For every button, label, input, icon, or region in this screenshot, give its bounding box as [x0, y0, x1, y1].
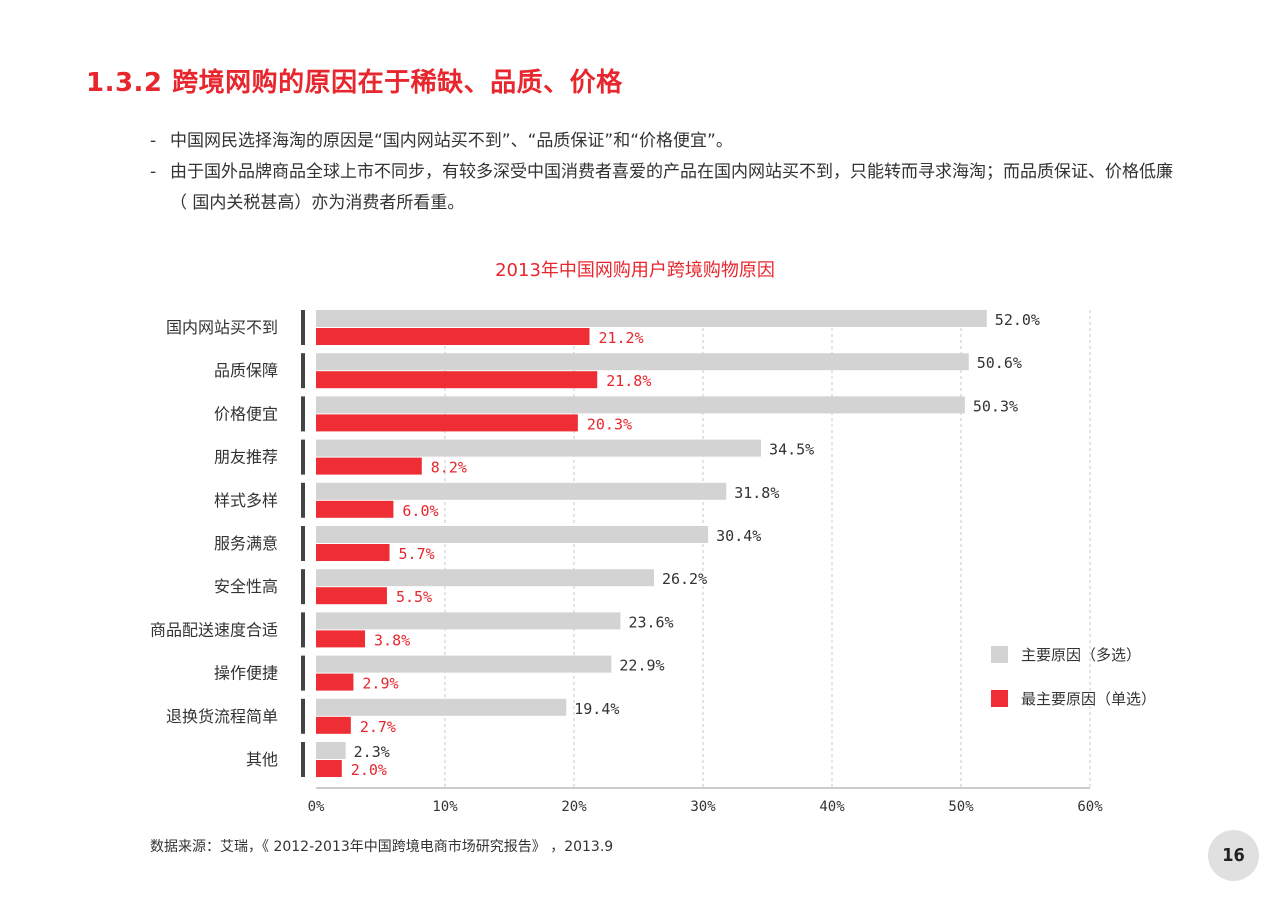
- bar-single-select: [316, 328, 590, 345]
- x-tick-label: 0%: [308, 799, 325, 815]
- category-label: 国内网站买不到: [166, 318, 278, 337]
- value-label-single-select: 2.9%: [362, 675, 398, 693]
- x-tick-label: 30%: [690, 799, 716, 815]
- category-label: 商品配送速度合适: [150, 620, 278, 639]
- category-label: 安全性高: [214, 577, 278, 596]
- value-label-multi-select: 26.2%: [662, 570, 707, 588]
- bar-single-select: [316, 673, 354, 691]
- value-label-multi-select: 19.4%: [574, 700, 619, 718]
- bullet-item: - 中国网民选择海淘的原因是“国内网站买不到”、“品质保证”和“价格便宜”。: [150, 126, 1180, 157]
- legend-label: 最主要原因（单选）: [1021, 690, 1156, 708]
- bar-single-select: [316, 544, 390, 561]
- category-marker: [301, 698, 305, 734]
- bullet-text: 由于国外品牌商品全球上市不同步，有较多深受中国消费者喜爱的产品在国内网站买不到，…: [170, 162, 1173, 213]
- bullet-marker: -: [150, 131, 157, 151]
- source-note: 数据来源：艾瑞，《 2012-2013年中国跨境电商市场研究报告》 ，2013.…: [150, 839, 614, 855]
- bar-single-select: [316, 414, 578, 432]
- bullet-marker: -: [150, 162, 157, 182]
- legend-swatch: [991, 646, 1008, 663]
- category-marker: [301, 482, 305, 518]
- value-label-single-select: 2.7%: [360, 718, 396, 736]
- category-label: 朋友推荐: [214, 448, 278, 467]
- bullet-text: 中国网民选择海淘的原因是“国内网站买不到”、“品质保证”和“价格便宜”。: [170, 131, 733, 151]
- x-tick-label: 20%: [561, 799, 587, 815]
- value-label-single-select: 3.8%: [374, 631, 410, 649]
- category-marker: [301, 742, 305, 777]
- page-number-badge: 16: [1208, 830, 1259, 881]
- value-label-multi-select: 34.5%: [769, 441, 814, 459]
- bar-single-select: [316, 716, 351, 734]
- bar-single-select: [316, 457, 422, 475]
- x-tick-label: 50%: [948, 799, 974, 815]
- bar-multi-select: [316, 353, 969, 371]
- chart-title: 2013年中国网购用户跨境购物原因: [495, 260, 775, 281]
- legend-label: 主要原因（多选）: [1021, 646, 1141, 664]
- category-marker: [301, 569, 305, 605]
- category-marker: [301, 439, 305, 475]
- value-label-multi-select: 23.6%: [628, 613, 673, 631]
- value-label-multi-select: 50.6%: [977, 354, 1022, 372]
- value-label-single-select: 20.3%: [587, 415, 632, 433]
- bullet-list: - 中国网民选择海淘的原因是“国内网站买不到”、“品质保证”和“价格便宜”。 -…: [150, 126, 1180, 219]
- bar-multi-select: [316, 526, 709, 543]
- bar-multi-select: [316, 310, 987, 327]
- bar-multi-select: [316, 396, 965, 414]
- category-marker: [301, 612, 305, 648]
- category-marker: [301, 396, 305, 432]
- value-label-multi-select: 22.9%: [619, 657, 664, 675]
- bar-single-select: [316, 760, 342, 777]
- bar-multi-select: [316, 569, 654, 587]
- value-label-multi-select: 52.0%: [995, 311, 1040, 329]
- value-label-single-select: 6.0%: [402, 502, 438, 520]
- bar-multi-select: [316, 482, 727, 500]
- value-label-multi-select: 31.8%: [734, 484, 779, 502]
- bar-single-select: [316, 500, 394, 518]
- value-label-multi-select: 50.3%: [973, 397, 1018, 415]
- x-tick-label: 40%: [819, 799, 845, 815]
- bullet-item: - 由于国外品牌商品全球上市不同步，有较多深受中国消费者喜爱的产品在国内网站买不…: [150, 157, 1180, 219]
- value-label-single-select: 21.8%: [606, 372, 651, 390]
- category-label: 退换货流程简单: [166, 707, 278, 726]
- bar-single-select: [316, 630, 366, 648]
- bar-multi-select: [316, 439, 762, 457]
- value-label-single-select: 5.7%: [399, 545, 435, 563]
- value-label-single-select: 21.2%: [598, 329, 643, 347]
- category-marker: [301, 353, 305, 389]
- category-marker: [301, 526, 305, 561]
- value-label-single-select: 8.2%: [431, 459, 467, 477]
- bar-multi-select: [316, 742, 346, 759]
- legend-swatch: [991, 690, 1008, 707]
- value-label-single-select: 5.5%: [396, 588, 432, 606]
- bar-single-select: [316, 587, 387, 605]
- category-marker: [301, 310, 305, 345]
- section-title: 1.3.2 跨境网购的原因在于稀缺、品质、价格: [86, 68, 623, 98]
- category-label: 操作便捷: [214, 664, 278, 683]
- category-label: 样式多样: [214, 491, 278, 510]
- bar-single-select: [316, 371, 598, 389]
- value-label-multi-select: 2.3%: [354, 743, 390, 761]
- category-label: 价格便宜: [214, 404, 278, 423]
- x-tick-label: 10%: [432, 799, 458, 815]
- category-label: 其他: [246, 750, 278, 769]
- category-label: 品质保障: [214, 361, 278, 380]
- bar-multi-select: [316, 612, 621, 630]
- bar-multi-select: [316, 698, 567, 716]
- bar-multi-select: [316, 655, 612, 673]
- x-tick-label: 60%: [1077, 799, 1103, 815]
- value-label-multi-select: 30.4%: [716, 527, 761, 545]
- category-marker: [301, 655, 305, 691]
- value-label-single-select: 2.0%: [351, 761, 387, 779]
- category-label: 服务满意: [214, 534, 278, 553]
